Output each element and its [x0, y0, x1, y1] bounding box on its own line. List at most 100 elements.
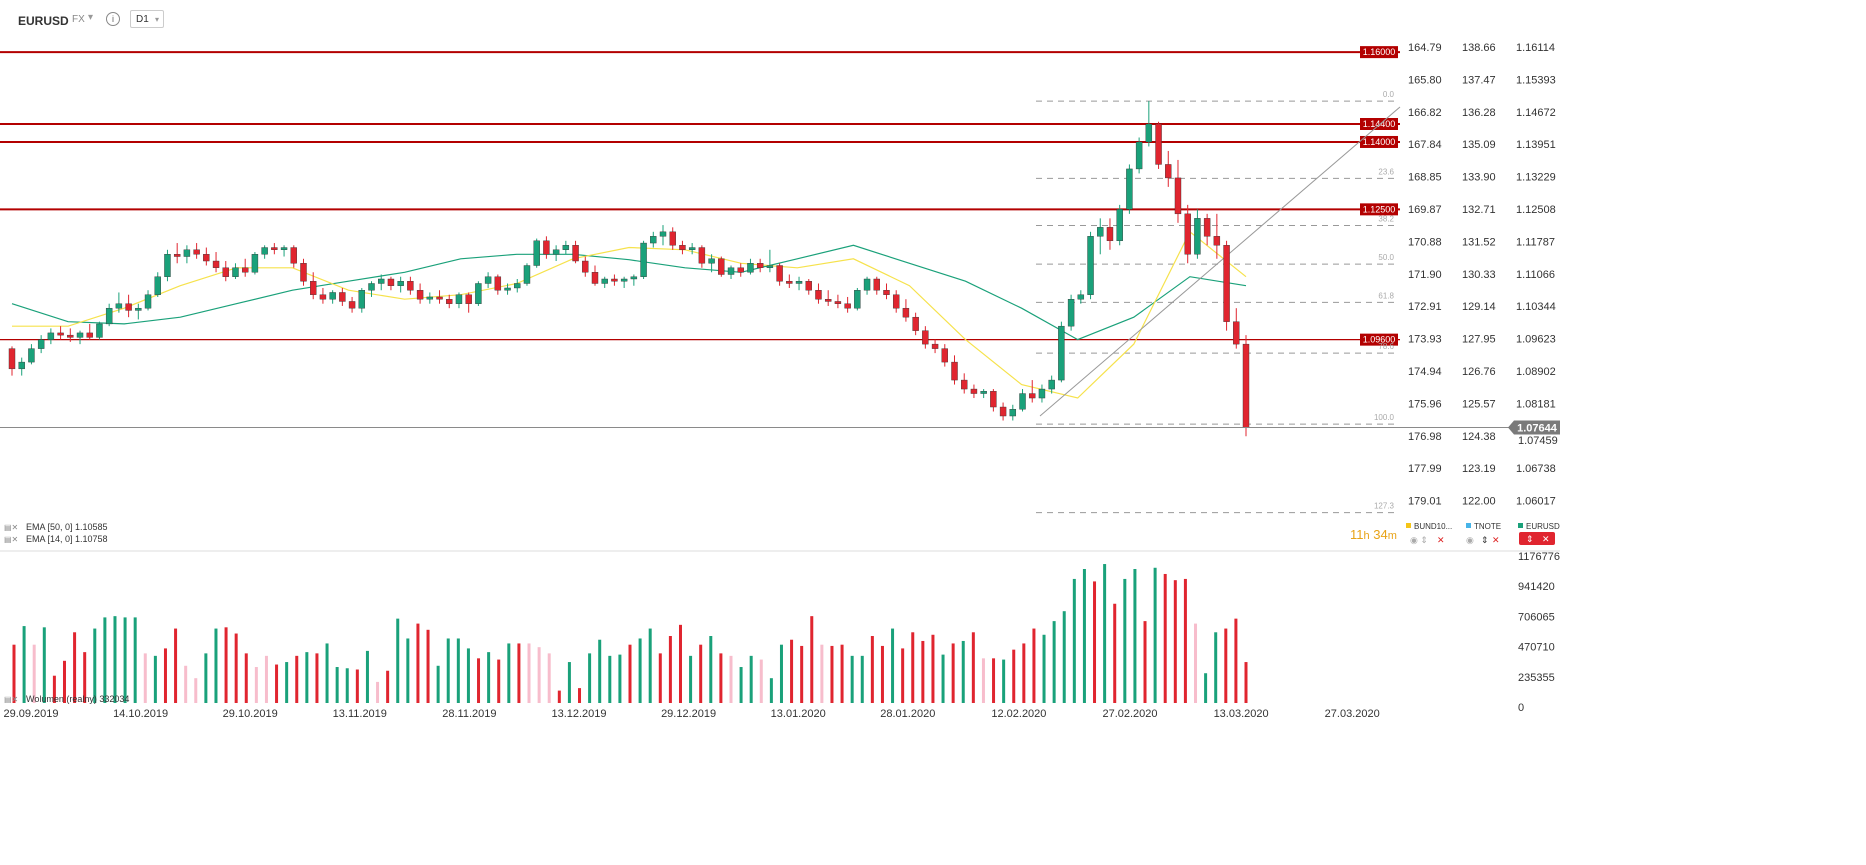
- candle-body-18: [183, 249, 191, 257]
- candle-95: [931, 339, 939, 354]
- candle-46: [455, 292, 463, 309]
- candle-body-68: [669, 231, 676, 246]
- candle-body-125: [1223, 245, 1230, 322]
- candle-body-20: [203, 254, 210, 262]
- timeframe-select[interactable]: D1 ▾: [130, 10, 164, 28]
- bund-tick-6: 170.88: [1408, 236, 1442, 248]
- eurusd-tick-2: 1.14672: [1516, 107, 1556, 119]
- candle-body-93: [912, 316, 919, 331]
- candle-body-42: [416, 290, 424, 300]
- level-label-4: 1.09600: [1363, 335, 1396, 345]
- fib-label-7: 127.3: [1374, 502, 1395, 511]
- candle-body-36: [358, 290, 366, 309]
- candle-15: [154, 272, 161, 297]
- level-label-0: 1.16000: [1363, 47, 1396, 57]
- volume-bar-46: [477, 658, 481, 703]
- volume-bar-44: [456, 638, 460, 703]
- candle-body-54: [533, 240, 540, 266]
- volume-bar-109: [1113, 603, 1117, 703]
- volume-bar-71: [729, 655, 733, 703]
- market-dropdown-icon[interactable]: ▾: [88, 12, 94, 23]
- eurusd-legend-controls: [1519, 532, 1555, 545]
- candle-body-120: [1174, 177, 1182, 215]
- volume-bar-90: [921, 640, 925, 703]
- candle-125: [1223, 240, 1230, 331]
- candle-body-32: [319, 294, 327, 300]
- volume-tick-2: 706065: [1518, 611, 1555, 623]
- fib-label-2: 38.2: [1378, 215, 1394, 224]
- candle-123: [1203, 213, 1211, 246]
- candle-29: [290, 245, 297, 268]
- candle-13: [135, 303, 142, 320]
- candle-54: [533, 238, 540, 268]
- volume-bar-78: [800, 645, 804, 703]
- indicator-label-0: EMA [50, 0] 1.10585: [26, 522, 108, 532]
- candle-body-112: [1097, 227, 1104, 237]
- candle-45: [446, 294, 453, 309]
- candle-56: [552, 245, 560, 262]
- volume-bar-110: [1123, 578, 1127, 703]
- candle-body-12: [125, 303, 132, 311]
- candle-86: [844, 296, 851, 313]
- volume-bar-118: [1204, 673, 1208, 703]
- candle-body-26: [261, 247, 268, 255]
- candle-body-69: [679, 245, 686, 250]
- candle-body-94: [922, 330, 929, 345]
- volume-bar-49: [507, 643, 511, 703]
- bund-tick-9: 173.93: [1408, 334, 1442, 346]
- volume-bar-116: [1183, 578, 1187, 703]
- candle-body-37: [368, 283, 375, 291]
- volume-bar-97: [992, 658, 996, 703]
- volume-tick-4: 235355: [1518, 672, 1555, 684]
- volume-bar-94: [961, 640, 965, 703]
- trendline-layer: [1039, 106, 1401, 417]
- tnote-tick-1: 137.47: [1462, 74, 1496, 86]
- candle-body-17: [173, 254, 181, 257]
- bund-tick-4: 168.85: [1408, 172, 1442, 184]
- volume-bar-35: [365, 650, 369, 703]
- candle-body-48: [475, 283, 482, 304]
- volume-bar-82: [840, 644, 844, 703]
- candle-body-78: [766, 265, 774, 268]
- candle-body-119: [1165, 164, 1172, 179]
- close-icon-eurusd: ✕: [1542, 534, 1550, 544]
- candle-body-90: [883, 290, 890, 295]
- candle-body-110: [1077, 294, 1085, 300]
- symbol-label[interactable]: EURUSD: [18, 14, 69, 28]
- candle-89: [873, 276, 880, 295]
- candle-52: [514, 278, 521, 293]
- eurusd-tick-14: 1.06017: [1516, 496, 1556, 508]
- candle-body-1: [18, 361, 25, 370]
- eurusd-tick-6: 1.11787: [1516, 236, 1555, 248]
- candle-body-52: [514, 283, 521, 289]
- candle-102: [999, 402, 1007, 421]
- candle-body-50: [494, 276, 502, 291]
- candle-37: [368, 281, 375, 297]
- candle-body-10: [105, 307, 113, 325]
- x-tick-11: 13.03.2020: [1214, 708, 1269, 720]
- volume-bar-85: [870, 636, 874, 703]
- x-tick-7: 13.01.2020: [771, 708, 826, 720]
- legend-label-2: EURUSD: [1526, 522, 1560, 531]
- candle-body-84: [824, 299, 832, 302]
- level-label-1: 1.14400: [1363, 119, 1396, 129]
- candle-body-25: [251, 254, 259, 273]
- candle-body-39: [387, 278, 395, 286]
- tnote-tick-13: 123.19: [1462, 463, 1496, 475]
- candle-body-28: [280, 247, 288, 250]
- candle-body-83: [815, 290, 822, 300]
- candle-body-87: [854, 290, 861, 309]
- volume-bar-24: [254, 667, 258, 703]
- bund-tick-7: 171.90: [1408, 269, 1442, 281]
- candle-121: [1184, 204, 1191, 264]
- volume-bar-91: [931, 634, 935, 703]
- info-icon[interactable]: i: [106, 12, 120, 26]
- candle-body-57: [562, 245, 570, 250]
- fib-label-1: 23.6: [1378, 167, 1394, 176]
- volume-bar-19: [204, 653, 208, 703]
- candle-48: [475, 281, 482, 306]
- eurusd-tick-10: 1.08902: [1516, 366, 1556, 378]
- candle-85: [834, 294, 842, 309]
- volume-bar-31: [325, 643, 329, 703]
